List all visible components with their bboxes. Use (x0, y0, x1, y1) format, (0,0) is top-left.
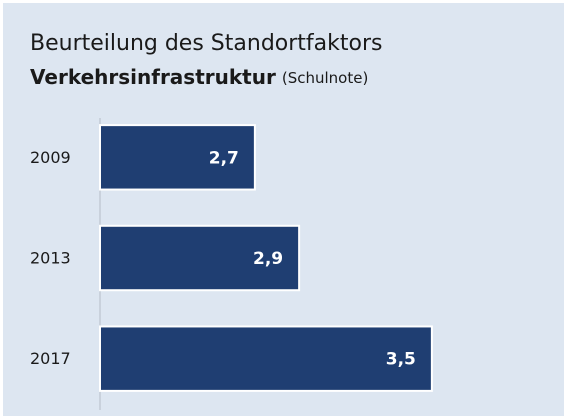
bar (99, 224, 301, 292)
category-label: 2013 (30, 249, 71, 268)
chart-subtitle: Verkehrsinfrastruktur (Schulnote) (30, 65, 368, 89)
value-label: 2,7 (209, 148, 239, 168)
category-label: 2017 (30, 349, 71, 368)
chart-title: Beurteilung des Standortfaktors (30, 31, 382, 56)
value-label: 2,9 (253, 249, 283, 269)
subtitle-note: (Schulnote) (282, 69, 368, 87)
category-label: 2009 (30, 148, 71, 167)
value-label: 3,5 (386, 350, 416, 370)
subtitle-main: Verkehrsinfrastruktur (30, 65, 276, 89)
bar (99, 325, 433, 392)
bar (99, 124, 256, 191)
